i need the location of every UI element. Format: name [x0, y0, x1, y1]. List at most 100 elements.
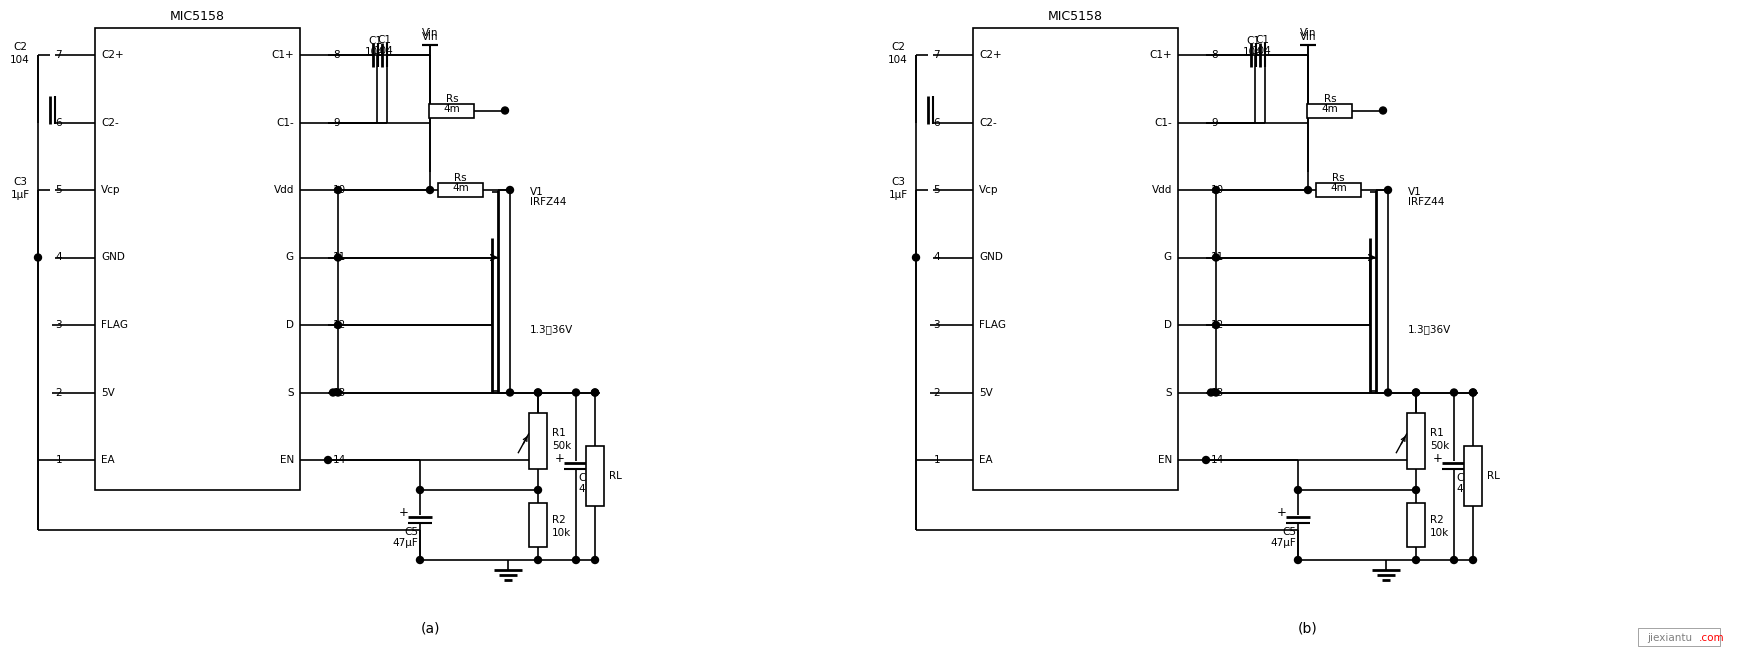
Text: (a): (a) — [420, 621, 439, 635]
Text: 9: 9 — [334, 118, 339, 127]
Text: 8: 8 — [1211, 50, 1218, 60]
Circle shape — [334, 187, 341, 194]
Text: 47μF: 47μF — [1457, 484, 1481, 494]
Text: 47μF: 47μF — [1270, 538, 1297, 548]
Circle shape — [501, 107, 508, 114]
Circle shape — [1295, 556, 1302, 564]
Text: S: S — [288, 388, 293, 397]
Text: GND: GND — [979, 252, 1003, 263]
Circle shape — [1451, 389, 1458, 396]
Circle shape — [1469, 389, 1476, 396]
Text: C2: C2 — [891, 42, 905, 52]
Text: 14: 14 — [334, 455, 346, 465]
Text: 104: 104 — [365, 47, 385, 57]
Text: C1: C1 — [1254, 35, 1269, 45]
Text: (b): (b) — [1298, 621, 1318, 635]
Text: 11: 11 — [334, 252, 346, 263]
Text: 4: 4 — [56, 252, 61, 263]
Circle shape — [1202, 457, 1209, 463]
Circle shape — [592, 556, 599, 564]
Text: 4: 4 — [933, 252, 940, 263]
Bar — [529, 413, 546, 469]
Text: 1: 1 — [56, 455, 61, 465]
Circle shape — [416, 486, 423, 493]
Text: +: + — [555, 452, 566, 464]
Text: +: + — [1434, 452, 1442, 464]
Circle shape — [1469, 389, 1476, 396]
Bar — [1407, 503, 1425, 547]
Text: jiexiantu: jiexiantu — [1648, 633, 1692, 643]
Circle shape — [1379, 107, 1386, 114]
Text: Vin: Vin — [422, 28, 437, 38]
Text: S: S — [1165, 388, 1172, 397]
Circle shape — [1212, 254, 1219, 261]
Text: 10: 10 — [334, 185, 346, 195]
Text: 3: 3 — [933, 320, 940, 330]
Text: 5V: 5V — [979, 388, 993, 397]
Text: 104: 104 — [1244, 47, 1263, 57]
Text: 104: 104 — [887, 55, 908, 65]
Text: +: + — [1277, 505, 1286, 518]
Circle shape — [1451, 556, 1458, 564]
Text: 104: 104 — [374, 46, 394, 56]
Circle shape — [416, 556, 423, 564]
Circle shape — [1295, 486, 1302, 493]
Text: C2-: C2- — [100, 118, 119, 127]
Text: IRFZ44: IRFZ44 — [531, 197, 566, 207]
Text: 50k: 50k — [1430, 442, 1450, 451]
Circle shape — [1413, 556, 1420, 564]
Text: Rs: Rs — [455, 173, 467, 183]
Text: 13: 13 — [1211, 388, 1225, 397]
Text: 4m: 4m — [443, 104, 460, 114]
Text: 1.3～36V: 1.3～36V — [531, 324, 573, 334]
Text: EA: EA — [100, 455, 114, 465]
Text: EN: EN — [279, 455, 293, 465]
Circle shape — [325, 457, 332, 463]
Text: 50k: 50k — [552, 442, 571, 451]
Text: 4m: 4m — [1321, 104, 1339, 114]
Text: 6: 6 — [933, 118, 940, 127]
Text: 2: 2 — [933, 388, 940, 397]
Text: Vdd: Vdd — [1151, 185, 1172, 195]
Text: 1μF: 1μF — [11, 190, 30, 200]
Text: D: D — [286, 320, 293, 330]
Text: 7: 7 — [56, 50, 61, 60]
Bar — [973, 28, 1177, 490]
Text: 5V: 5V — [100, 388, 114, 397]
Text: MIC5158: MIC5158 — [170, 9, 225, 22]
Circle shape — [1413, 389, 1420, 396]
Text: GND: GND — [100, 252, 125, 263]
Text: Vcp: Vcp — [100, 185, 121, 195]
Circle shape — [1212, 389, 1219, 396]
Text: C1-: C1- — [1154, 118, 1172, 127]
Circle shape — [1413, 389, 1420, 396]
Text: .com: .com — [1699, 633, 1725, 643]
Circle shape — [534, 486, 541, 493]
Circle shape — [1469, 556, 1476, 564]
Text: 12: 12 — [334, 320, 346, 330]
Text: Vdd: Vdd — [274, 185, 293, 195]
Text: C2+: C2+ — [979, 50, 1001, 60]
Text: R2: R2 — [1430, 515, 1444, 525]
Text: D: D — [1163, 320, 1172, 330]
Text: C1: C1 — [1246, 36, 1260, 46]
Text: R1: R1 — [552, 428, 566, 438]
Circle shape — [1212, 187, 1219, 194]
Text: FLAG: FLAG — [979, 320, 1007, 330]
Text: C2+: C2+ — [100, 50, 123, 60]
Text: EN: EN — [1158, 455, 1172, 465]
Text: EA: EA — [979, 455, 993, 465]
Circle shape — [912, 254, 919, 261]
Bar — [529, 503, 546, 547]
Text: C2-: C2- — [979, 118, 996, 127]
Text: V1: V1 — [531, 187, 543, 197]
Text: C5: C5 — [1283, 527, 1297, 537]
Bar — [1464, 446, 1481, 507]
Text: C3: C3 — [891, 177, 905, 187]
Text: 14: 14 — [1211, 455, 1225, 465]
Bar — [437, 183, 483, 197]
Text: 104: 104 — [11, 55, 30, 65]
Circle shape — [1413, 486, 1420, 493]
Bar — [429, 104, 474, 118]
Text: 8: 8 — [334, 50, 339, 60]
